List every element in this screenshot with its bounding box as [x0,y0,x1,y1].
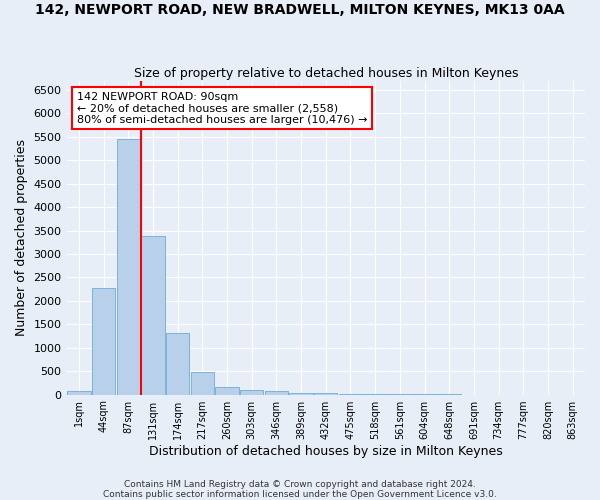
Text: 142, NEWPORT ROAD, NEW BRADWELL, MILTON KEYNES, MK13 0AA: 142, NEWPORT ROAD, NEW BRADWELL, MILTON … [35,2,565,16]
Bar [166,333,190,394]
Bar [265,392,288,394]
Text: 142 NEWPORT ROAD: 90sqm
← 20% of detached houses are smaller (2,558)
80% of semi: 142 NEWPORT ROAD: 90sqm ← 20% of detache… [77,92,367,125]
Title: Size of property relative to detached houses in Milton Keynes: Size of property relative to detached ho… [134,66,518,80]
Bar [215,387,239,394]
Bar [289,393,313,394]
X-axis label: Distribution of detached houses by size in Milton Keynes: Distribution of detached houses by size … [149,444,503,458]
Bar [240,390,263,394]
Bar [67,391,91,394]
Bar [191,372,214,394]
Bar [92,288,115,395]
Y-axis label: Number of detached properties: Number of detached properties [15,139,28,336]
Bar [116,139,140,394]
Text: Contains HM Land Registry data © Crown copyright and database right 2024.
Contai: Contains HM Land Registry data © Crown c… [103,480,497,499]
Bar [141,236,164,394]
